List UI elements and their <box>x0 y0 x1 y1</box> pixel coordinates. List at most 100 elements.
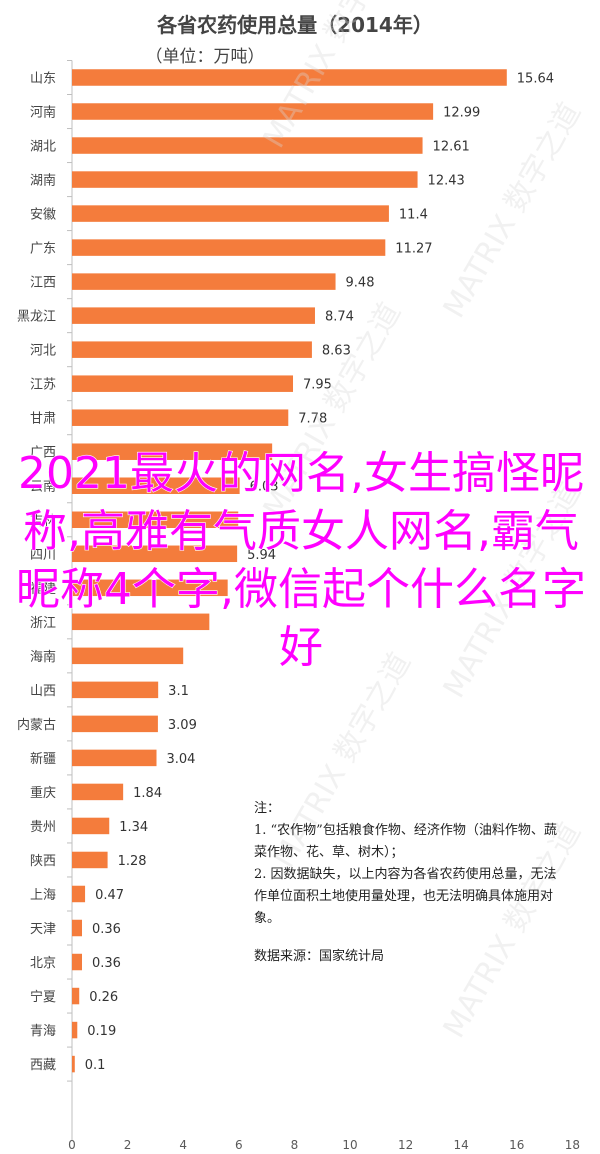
value-label: 11.4 <box>399 208 428 223</box>
value-label: 0.36 <box>92 956 121 971</box>
value-label: 0.47 <box>95 888 124 903</box>
note-source: 数据来源：国家统计局 <box>254 949 385 964</box>
category-label: 广西 <box>30 446 56 461</box>
category-label: 浙江 <box>30 616 56 631</box>
value-label: 5.94 <box>247 548 276 563</box>
bar <box>72 817 110 835</box>
note-line-1: 1. “农作物”包括粮食作物、经济作物（油料作物、蔬菜作物、花、草、树木）； <box>254 823 557 860</box>
category-label: 河南 <box>30 105 56 121</box>
bar <box>72 205 389 222</box>
value-label: 3.1 <box>168 684 189 699</box>
bar <box>72 69 507 86</box>
bar <box>72 1055 75 1073</box>
x-tick-label: 16 <box>509 1138 524 1152</box>
bar <box>72 1021 78 1039</box>
value-label: 12.43 <box>428 174 465 189</box>
x-tick-label: 12 <box>398 1138 413 1152</box>
bar <box>72 511 239 529</box>
bar <box>72 545 238 563</box>
category-label: 重庆 <box>30 785 56 801</box>
value-label: 3.04 <box>167 752 196 767</box>
category-label: 湖南 <box>30 173 56 189</box>
value-label: 8.63 <box>322 344 351 359</box>
bar <box>72 613 210 631</box>
bar <box>72 885 86 903</box>
value-label: 8.74 <box>325 310 354 325</box>
value-label: 7.95 <box>303 378 332 393</box>
chart-title: 各省农药使用总量（2014年） <box>156 13 433 37</box>
bar <box>72 987 80 1005</box>
bar <box>72 681 159 699</box>
value-label: 12.99 <box>443 106 480 121</box>
bar <box>72 103 434 120</box>
note-line-2: 2. 因数据缺失，以上内容为各省农药使用总量，无法作单位面积土地使用量处理，也无… <box>254 867 557 926</box>
category-label: 天津 <box>30 922 56 937</box>
x-tick-label: 14 <box>454 1138 469 1152</box>
x-tick-label: 18 <box>565 1138 580 1152</box>
bar <box>72 749 157 767</box>
value-label: 15.64 <box>517 72 554 87</box>
category-label: 青海 <box>30 1024 56 1039</box>
category-label: 河北 <box>30 344 56 359</box>
value-label: 11.27 <box>395 242 432 257</box>
bar <box>72 375 294 392</box>
value-label: 1.34 <box>119 820 148 835</box>
category-label: 云南 <box>30 479 56 495</box>
category-label: 宁夏 <box>30 989 56 1005</box>
bar <box>72 477 240 494</box>
value-label: 3.09 <box>168 718 197 733</box>
category-label: 新疆 <box>30 751 56 767</box>
x-tick-label: 2 <box>124 1138 132 1152</box>
category-label: 北京 <box>30 956 56 971</box>
value-label: 6.03 <box>250 480 279 495</box>
bar <box>72 443 273 460</box>
bar <box>72 851 108 869</box>
bar <box>72 953 83 971</box>
value-label: 0.19 <box>87 1024 116 1039</box>
x-tick-label: 10 <box>342 1138 357 1152</box>
value-label: 0.36 <box>92 922 121 937</box>
bar <box>72 137 423 154</box>
value-label: 12.61 <box>433 140 470 155</box>
watermark-text: MATRIX 数字之道 <box>437 97 588 324</box>
note-heading: 注： <box>254 801 281 816</box>
category-label: 吉林 <box>30 514 56 529</box>
category-label: 西藏 <box>30 1058 56 1073</box>
bar <box>72 409 289 426</box>
category-label: 甘肃 <box>30 412 56 427</box>
value-label: 0.1 <box>85 1058 106 1073</box>
bar <box>72 307 315 324</box>
category-label: 四川 <box>30 548 56 563</box>
category-label: 黑龙江 <box>17 310 56 325</box>
x-tick-label: 8 <box>291 1138 299 1152</box>
x-tick-label: 4 <box>179 1138 187 1152</box>
x-tick-label: 0 <box>68 1138 76 1152</box>
value-label: 9.48 <box>346 276 375 291</box>
chart-notes: 注： 1. “农作物”包括粮食作物、经济作物（油料作物、蔬菜作物、花、草、树木）… <box>254 798 564 968</box>
bar <box>72 715 158 733</box>
category-label: 江苏 <box>30 377 56 393</box>
bar <box>72 273 336 290</box>
bar <box>72 579 228 597</box>
bar <box>72 341 312 358</box>
category-label: 湖北 <box>30 140 56 155</box>
chart-subtitle: （单位：万吨） <box>146 47 265 67</box>
bar <box>72 171 418 188</box>
value-label: 0.26 <box>89 990 118 1005</box>
value-label: 1.28 <box>118 854 147 869</box>
value-label: 7.78 <box>298 412 327 427</box>
overlay-headline: 2021最火的网名,女生搞怪昵称,高雅有气质女人网名,霸气昵称4个字,微信起个什… <box>15 447 586 673</box>
category-label: 山东 <box>30 72 56 87</box>
bar <box>72 239 386 256</box>
bar <box>72 783 124 801</box>
value-label: 1.84 <box>133 786 162 801</box>
category-label: 福建 <box>30 582 56 597</box>
category-label: 上海 <box>30 888 56 903</box>
category-label: 海南 <box>30 649 56 665</box>
category-label: 陕西 <box>30 854 56 869</box>
bar <box>72 919 83 937</box>
category-label: 山西 <box>30 684 56 699</box>
category-label: 贵州 <box>30 820 56 835</box>
category-label: 内蒙古 <box>17 717 56 733</box>
